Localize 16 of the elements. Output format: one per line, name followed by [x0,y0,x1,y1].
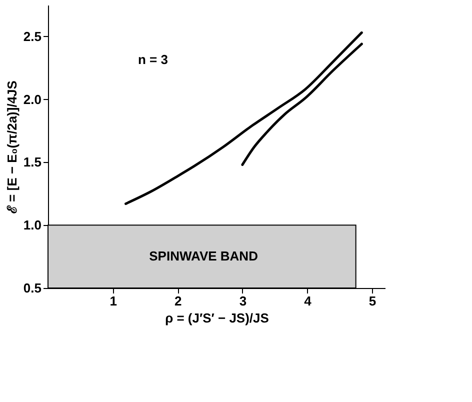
y-tick-label: 0.5 [23,280,42,296]
y-tick-label: 2.5 [23,28,42,44]
x-axis-title: ρ = (J′S′ − JS)/JS [165,310,270,326]
y-axis-title: ℰ = [E − E₀(π/2a)]/4JS [4,80,20,214]
line-series [124,31,363,205]
y-tick-label: 1.5 [23,154,42,170]
x-tick-label: 3 [239,294,247,308]
y-tick-label: 1.0 [23,218,42,233]
x-tick-label: 5 [368,294,376,308]
line-series [241,42,363,166]
x-tick-label: 2 [174,294,182,308]
x-tick-label: 1 [110,294,117,308]
x-tick-label: 4 [304,294,312,308]
band-label: SPINWAVE BAND [149,248,258,264]
y-tick-label: 2.0 [23,92,42,107]
annotation: n = 3 [138,52,168,67]
